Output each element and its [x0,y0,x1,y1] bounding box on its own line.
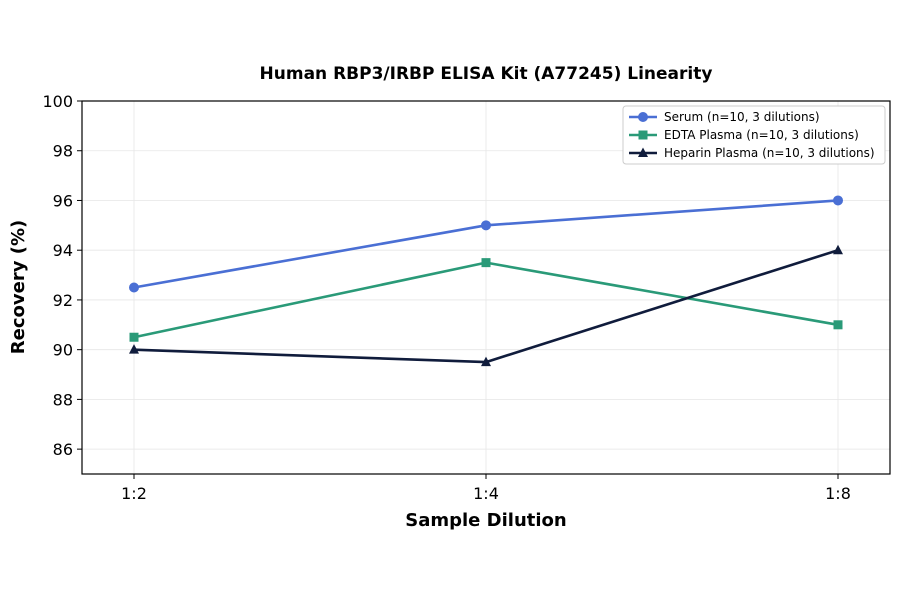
legend-label: Serum (n=10, 3 dilutions) [664,110,820,124]
x-tick-label: 1:8 [825,484,851,503]
y-tick-label: 100 [42,92,73,111]
data-point [481,356,491,367]
data-point [833,320,843,330]
data-point [129,332,139,342]
legend-item: Heparin Plasma (n=10, 3 dilutions) [629,146,875,160]
y-tick-label: 98 [53,142,73,161]
data-point [481,258,491,268]
legend-marker [638,130,648,140]
legend-marker [638,112,648,122]
legend-box [622,105,886,165]
series-group [129,195,843,367]
legend-label: EDTA Plasma (n=10, 3 dilutions) [664,128,859,142]
x-tick-label: 1:2 [121,484,147,503]
x-tick-label: 1:4 [473,484,499,503]
data-point [833,244,843,255]
legend: Serum (n=10, 3 dilutions) EDTA Plasma (n=… [622,105,886,165]
y-tick-label: 96 [53,191,73,210]
x-axis: 1:2 1:4 1:8 [121,474,851,503]
data-point [481,220,491,231]
y-tick-label: 88 [53,390,73,409]
legend-item: Serum (n=10, 3 dilutions) [629,110,820,124]
data-point [833,195,843,206]
series-2 [129,244,843,367]
x-axis-label: Sample Dilution [405,510,566,531]
data-point [129,344,139,354]
y-axis: 86 88 90 92 94 96 98 100 [42,92,82,459]
legend-marker [638,147,648,157]
y-axis-label: Recovery (%) [8,220,29,354]
data-point [129,282,139,293]
y-tick-label: 92 [53,291,73,310]
series-0 [129,195,843,293]
y-tick-label: 90 [53,341,73,360]
y-tick-label: 94 [53,241,73,260]
series-1 [129,258,843,342]
legend-label: Heparin Plasma (n=10, 3 dilutions) [664,146,875,160]
legend-item: EDTA Plasma (n=10, 3 dilutions) [629,128,859,142]
y-tick-label: 86 [53,440,73,459]
chart-title: Human RBP3/IRBP ELISA Kit (A77245) Linea… [260,64,713,84]
